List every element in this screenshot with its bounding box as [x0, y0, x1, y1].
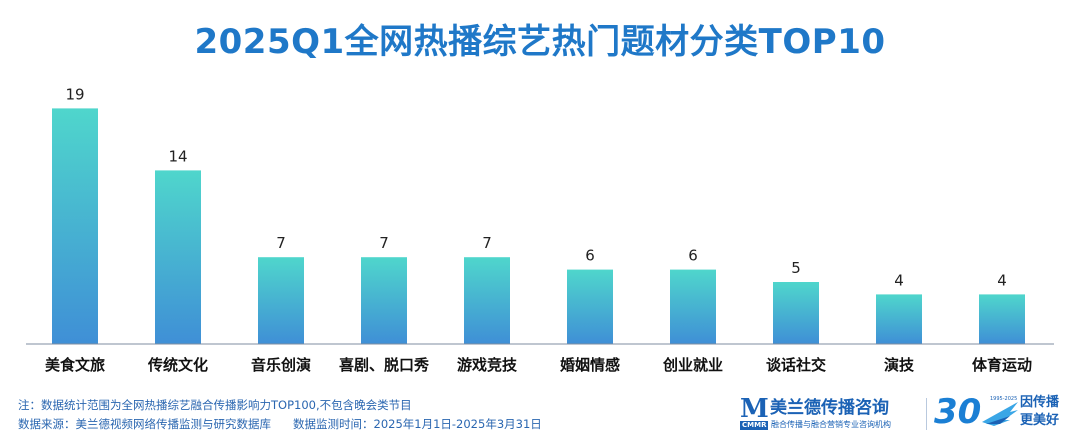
badge-slogan-line2: 更美好: [1020, 413, 1060, 428]
bar-value-label: 5: [791, 259, 801, 277]
logo-mark: M: [740, 394, 769, 424]
category-label: 音乐创演: [251, 356, 311, 374]
bar-5: [567, 269, 613, 344]
category-label: 演技: [884, 356, 915, 374]
anniversary-badge: 30 1995-2025 因传播 更美好: [934, 392, 1080, 436]
category-label: 美食文旅: [45, 356, 105, 374]
bar-9: [979, 294, 1025, 344]
bar-value-label: 6: [585, 247, 595, 265]
wing-icon: [982, 402, 1018, 426]
bar-value-label: 4: [894, 271, 904, 289]
category-label: 创业就业: [662, 356, 723, 374]
badge-slogan-line1: 因传播: [1020, 395, 1060, 410]
bar-value-label: 4: [997, 271, 1007, 289]
category-label: 谈话社交: [766, 356, 826, 374]
bar-3: [361, 257, 407, 344]
logo-divider: [926, 398, 927, 430]
category-label: 传统文化: [147, 356, 208, 374]
footer-source-line: 数据来源：美兰德视频网络传播监测与研究数据库 数据监测时间：2025年1月1日-2…: [18, 416, 542, 432]
bar-value-label: 19: [65, 85, 84, 103]
brand-logo: M CMMR 美兰德传播咨询 融合传播与融合营销专业咨询机构: [740, 396, 922, 432]
footer-note: 注：数据统计范围为全网热播综艺融合传播影响力TOP100,不包含晚会类节目: [18, 398, 412, 412]
bar-value-label: 7: [379, 234, 389, 252]
badge-number: 30: [934, 392, 982, 432]
bar-value-label: 7: [276, 234, 286, 252]
badge-slogan: 因传播 更美好: [1020, 394, 1059, 430]
chart-title: 2025Q1全网热播综艺热门题材分类TOP10: [194, 22, 886, 62]
bar-4: [464, 257, 510, 344]
logo-name: 美兰德传播咨询: [770, 398, 889, 418]
bar-value-label: 7: [482, 234, 492, 252]
category-label: 游戏竞技: [457, 356, 518, 374]
footer-source: 数据来源：美兰德视频网络传播监测与研究数据库: [18, 417, 271, 431]
category-label: 婚姻情感: [560, 356, 620, 374]
bar-0: [52, 108, 98, 345]
bar-value-label: 14: [168, 147, 187, 165]
logo-slogan: 融合传播与融合营销专业咨询机构: [771, 420, 891, 429]
category-label: 体育运动: [972, 356, 1032, 374]
category-label: 喜剧、脱口秀: [339, 356, 430, 374]
logo-abbr: CMMR: [740, 421, 769, 430]
bar-value-label: 6: [688, 247, 698, 265]
badge-years: 1995-2025: [990, 396, 1018, 402]
bar-2: [258, 257, 304, 344]
bar-6: [670, 269, 716, 344]
bar-chart: 19 美食文旅 14 传统文化 7 音乐创演 7 喜剧、脱口秀 7 游戏竞技 6 婚姻情感 6 创业就业 5…: [26, 85, 1054, 374]
bar-7: [773, 282, 819, 344]
footer-period: 数据监测时间：2025年1月1日-2025年3月31日: [293, 417, 542, 431]
bar-1: [155, 170, 201, 344]
bar-8: [876, 294, 922, 344]
